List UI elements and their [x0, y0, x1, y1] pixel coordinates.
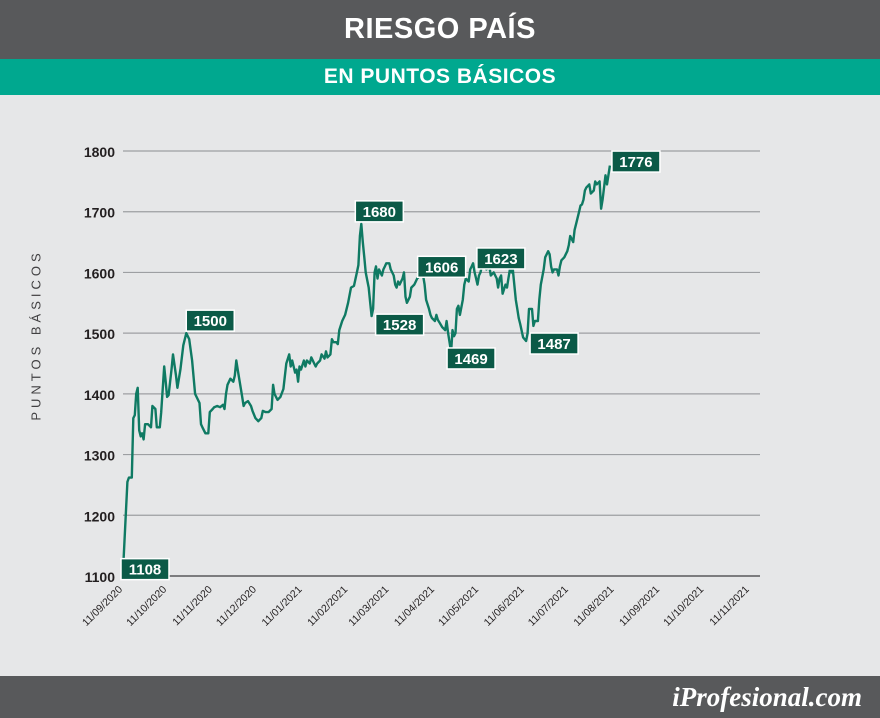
x-tick-label: 11/09/2020 — [80, 584, 125, 629]
data-label: 1680 — [354, 200, 405, 223]
data-label-box — [120, 557, 170, 581]
data-label: 1623 — [476, 247, 526, 270]
x-tick-label: 11/09/2021 — [617, 584, 662, 629]
data-label-box — [374, 313, 425, 336]
subtitle-bar: EN PUNTOS BÁSICOS — [0, 59, 880, 95]
y-tick-label: 1700 — [84, 205, 115, 221]
x-tick-labels: 11/09/2020 11/10/2020 11/11/2020 11/12/2020… — [80, 584, 752, 629]
y-tick-label: 1100 — [85, 569, 116, 585]
x-tick-label: 11/06/2021 — [482, 584, 527, 629]
data-label-text: 1606 — [425, 259, 458, 276]
y-tick-label: 1300 — [84, 448, 115, 464]
data-label-box — [476, 247, 526, 270]
y-tick-labels: 1100 1200 1300 1400 1500 1600 1700 1800 — [84, 144, 115, 585]
data-label: 1108 — [120, 557, 170, 581]
data-label: 1487 — [529, 332, 579, 355]
data-label: 1528 — [374, 313, 425, 336]
data-label: 1469 — [446, 347, 496, 370]
x-tick-label: 11/07/2021 — [526, 584, 571, 629]
x-tick-label: 11/02/2021 — [305, 584, 350, 629]
data-label: 1606 — [416, 255, 467, 279]
data-label-text: 1108 — [129, 562, 162, 579]
x-tick-label: 11/01/2021 — [259, 584, 304, 629]
y-tick-label: 1600 — [84, 265, 115, 281]
data-label-box — [611, 150, 661, 173]
data-label-text: 1528 — [383, 317, 416, 334]
x-tick-label: 11/08/2021 — [571, 584, 616, 629]
series-group — [121, 165, 612, 572]
data-label: 1776 — [611, 150, 661, 173]
y-tick-label: 1400 — [84, 387, 115, 403]
x-tick-label: 11/04/2021 — [392, 584, 437, 629]
footer-bar: iProfesional.com — [0, 676, 880, 718]
data-label-text: 1776 — [619, 154, 652, 171]
y-tick-label: 1800 — [84, 144, 115, 160]
x-tick-label: 11/10/2020 — [124, 584, 169, 629]
x-tick-label: 11/10/2021 — [661, 584, 706, 629]
data-label-box — [354, 200, 405, 223]
y-tick-label: 1200 — [84, 508, 115, 524]
grid — [123, 150, 760, 577]
data-label-box — [529, 332, 579, 355]
brand-logo: iProfesional.com — [672, 682, 862, 712]
x-tick-label: 11/05/2021 — [436, 584, 481, 629]
data-label-text: 1469 — [454, 351, 487, 368]
title-bar: RIESGO PAÍS — [0, 0, 880, 59]
data-label-text: 1623 — [484, 251, 517, 268]
data-label-text: 1500 — [194, 313, 227, 330]
data-label: 1500 — [185, 309, 236, 332]
data-label-box — [446, 347, 496, 370]
annotations: 1108 1500 1680 1528 1606 1469 1623 1487 1776 — [120, 150, 661, 581]
series-line — [121, 165, 612, 572]
chart-title: RIESGO PAÍS — [344, 13, 536, 45]
x-tick-label: 11/11/2020 — [170, 584, 215, 629]
x-tick-label: 11/03/2021 — [346, 584, 391, 629]
data-label-box — [416, 255, 467, 279]
x-tick-label: 11/12/2020 — [214, 584, 259, 629]
data-label-text: 1680 — [363, 204, 396, 221]
data-label-box — [185, 309, 236, 332]
line-chart: 1100 1200 1300 1400 1500 1600 1700 1800 11/09/2… — [80, 144, 760, 629]
chart-subtitle: EN PUNTOS BÁSICOS — [323, 65, 557, 88]
x-tick-label: 11/11/2021 — [707, 584, 752, 629]
data-label-text: 1487 — [537, 336, 570, 353]
y-tick-label: 1500 — [84, 326, 115, 342]
